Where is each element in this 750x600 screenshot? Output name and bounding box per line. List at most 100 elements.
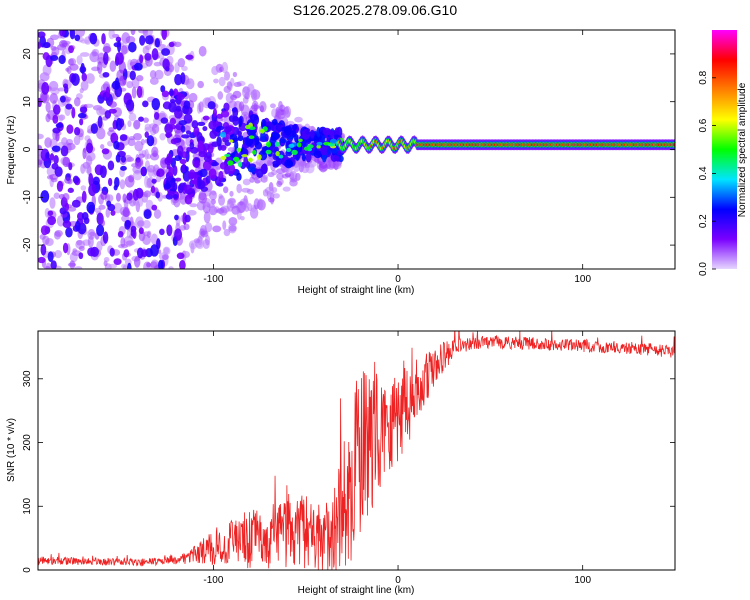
spectrogram-cell (205, 175, 211, 184)
spectrogram-cell (80, 185, 87, 191)
spectrogram-cell (62, 156, 71, 168)
spectrogram-cell (67, 187, 74, 193)
spectrogram-cell (49, 92, 59, 104)
spectrogram-cell (284, 159, 293, 169)
spectrogram-cell (120, 165, 127, 171)
spectrogram-cell (309, 129, 315, 139)
spectrogram-cell (42, 235, 50, 246)
spectrogram-cell (113, 42, 122, 48)
spectrogram-cell (252, 150, 257, 155)
spectrogram-cell (197, 121, 206, 127)
spectrogram-cell (53, 154, 59, 165)
spectrogram-cell (70, 73, 80, 86)
spectrogram-cell (199, 168, 208, 178)
spectrogram-cell (76, 55, 83, 65)
spectrogram-cell (151, 178, 157, 184)
spectrogram-cell (254, 179, 261, 184)
spectrogram-cell (153, 111, 160, 120)
spectrogram-cell (140, 249, 148, 258)
spectrogram-cell (79, 52, 90, 57)
spectrogram-cell (85, 142, 94, 154)
spectrogram-cell (110, 209, 116, 216)
spectrogram-cell (260, 164, 268, 175)
spectrogram-cell (109, 247, 115, 257)
spectrogram-cell (204, 222, 213, 233)
spectrogram-cell (51, 163, 59, 170)
spectrogram-cell (220, 110, 230, 118)
spectrogram-cell (122, 208, 130, 218)
spectrogram-cell (282, 186, 291, 192)
snr-y-tick-label: 300 (22, 370, 33, 387)
spectrogram-cell (53, 104, 61, 115)
spectrogram-cell (154, 69, 164, 80)
spectrogram-cell (74, 266, 83, 269)
spectrogram-cell (102, 71, 110, 78)
spectrogram-cell (167, 190, 175, 196)
spectrogram-cell (248, 126, 256, 131)
spectrogram-cell (81, 190, 87, 203)
spectrogram-cell (64, 202, 70, 212)
spectrogram-cell (105, 207, 111, 218)
spectrogram-cell (327, 143, 335, 147)
spectrogram-cell (40, 190, 50, 203)
spectrogram-cell (232, 116, 240, 122)
spectrogram-cell (188, 92, 198, 103)
spectrogram-cell (241, 154, 249, 158)
spectrogram-cell (316, 141, 323, 146)
spectrogram-cell (218, 195, 226, 206)
spectrogram-cell (169, 88, 174, 97)
spectrogram-cell (53, 231, 61, 240)
spectrogram-cell (220, 144, 227, 151)
spectrogram-y-tick-label: 10 (22, 96, 33, 108)
spectrogram-cell (284, 172, 291, 178)
spectrogram-cell (150, 261, 158, 269)
spectrogram-cell (62, 220, 72, 229)
spectrogram-cell (236, 172, 242, 181)
spectrogram-cell (156, 168, 165, 178)
spectrogram-cell (135, 159, 142, 169)
spectrogram-cell (237, 161, 243, 168)
spectrogram-cell (173, 194, 179, 199)
colorbar-tick-label: 0.6 (698, 118, 709, 132)
spectrogram-cell (273, 193, 280, 199)
spectrogram-cell (81, 211, 89, 221)
spectrogram-cell (53, 192, 60, 199)
spectrogram-cell (107, 160, 115, 171)
spectrogram-cell (49, 54, 59, 61)
spectrogram-cell (126, 192, 133, 201)
spectrogram-cell (66, 65, 72, 75)
spectrogram-cell (223, 186, 229, 194)
spectrogram-cell (211, 141, 220, 148)
spectrogram-cell (271, 186, 278, 194)
spectrogram-cell (151, 204, 158, 211)
colorbar-tick-label: 0.8 (698, 70, 709, 84)
spectrogram-cell (218, 76, 226, 87)
spectrogram-cell (113, 202, 123, 214)
spectrogram-cell (62, 193, 70, 201)
snr-y-tick-label: 200 (22, 434, 33, 451)
spectrogram-cell (221, 61, 229, 74)
spectrogram-cell (153, 209, 162, 219)
spectrogram-cell (227, 160, 234, 166)
spectrogram-cell (128, 174, 135, 183)
spectrogram-y-label: Frequency (Hz) (6, 116, 17, 185)
spectrogram-cell (246, 188, 255, 195)
spectrogram-cell (127, 262, 132, 269)
spectrogram-cell (247, 83, 255, 95)
snr-x-tick-label: -100 (203, 575, 223, 586)
spectrogram-cell (67, 58, 74, 66)
spectrogram-cell (266, 191, 275, 197)
spectrogram-cell (203, 211, 211, 224)
colorbar-gradient (712, 30, 737, 269)
spectrogram-cell (150, 185, 156, 194)
spectrogram-cell (239, 198, 249, 209)
spectrogram-cell (60, 145, 69, 157)
spectrogram-cell (103, 51, 109, 65)
spectrogram-cell (257, 198, 263, 210)
spectrogram-cell (85, 73, 95, 84)
spectrogram-cell (125, 240, 135, 246)
spectrogram-cell (115, 52, 124, 65)
spectrogram-cell (80, 163, 86, 174)
spectrogram-cell (211, 161, 219, 167)
spectrogram-cell (202, 115, 210, 121)
